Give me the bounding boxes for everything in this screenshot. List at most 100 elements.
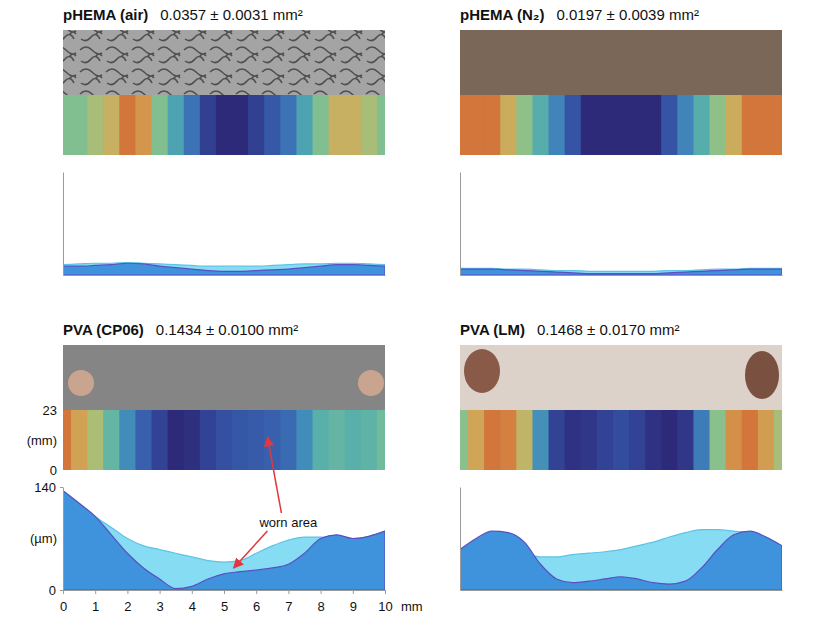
photo [63, 345, 385, 410]
map-ground [63, 95, 385, 155]
tick-mark [63, 590, 64, 594]
profile-plot [63, 491, 385, 590]
map-stripe [500, 95, 517, 155]
tick-label: 10 [378, 599, 392, 614]
tick-label: 23 [43, 403, 57, 418]
tick-mark [288, 590, 289, 594]
axis-line [64, 275, 386, 276]
map-stripe [484, 95, 501, 155]
tick: 2 [124, 590, 131, 614]
profile-area [63, 491, 385, 590]
map-stripe [135, 95, 152, 155]
map-stripe [597, 95, 614, 155]
map-stripe [500, 410, 517, 470]
map-stripe [468, 410, 485, 470]
profile-area [460, 530, 782, 590]
axis [460, 488, 461, 591]
map-stripe [87, 95, 104, 155]
map-stripe [329, 410, 346, 470]
plot-background [63, 172, 385, 275]
map-stripe [377, 95, 385, 155]
map-stripe [549, 95, 566, 155]
axis-line [461, 590, 783, 591]
map-stripe [135, 410, 152, 470]
photo [460, 30, 782, 95]
map-stripe [758, 95, 775, 155]
tick: 0 [50, 463, 63, 478]
tick: 0 [49, 583, 63, 598]
map-stripe [516, 95, 533, 155]
axis [64, 275, 386, 276]
map-stripe [345, 95, 362, 155]
profile-plot [460, 530, 782, 590]
axis-title: (µm) [30, 531, 57, 546]
map-stripe [248, 410, 265, 470]
map-stripe [484, 410, 501, 470]
height-map [63, 95, 385, 155]
map-stripe [661, 410, 678, 470]
panel-subtitle: 0.0197 ± 0.0039 mm² [556, 6, 698, 23]
tick: 4 [189, 590, 196, 614]
map-stripe [184, 95, 201, 155]
map-stripe [710, 95, 727, 155]
annotation: worn area [258, 515, 318, 530]
map-stripe [200, 410, 217, 470]
map-stripe [613, 95, 630, 155]
map-ground [460, 95, 782, 155]
map-stripe [329, 95, 346, 155]
panel-subtitle: 0.1434 ± 0.0100 mm² [156, 321, 298, 338]
map-stripe [677, 410, 694, 470]
tick-mark [385, 590, 386, 594]
tick-label: 7 [285, 599, 292, 614]
map-stripe [313, 95, 330, 155]
axis-title: mm [401, 599, 423, 614]
map-stripe [119, 410, 136, 470]
tick-label: 8 [317, 599, 324, 614]
tick-label: 3 [156, 599, 163, 614]
profile-area [63, 262, 385, 275]
map-stripe [313, 410, 330, 470]
tick-label: 140 [34, 480, 56, 495]
tick: 5 [221, 590, 228, 614]
axis-line [63, 411, 64, 471]
map-stripe [296, 410, 313, 470]
height-map [460, 95, 782, 155]
panel-subtitle: 0.1468 ± 0.0170 mm² [537, 321, 679, 338]
tick-label: 0 [50, 463, 57, 478]
tick-label: 0 [49, 583, 56, 598]
map-ground [63, 410, 385, 470]
map-stripe [565, 410, 582, 470]
photo [460, 345, 782, 410]
axis-line [460, 488, 461, 591]
axis-line [460, 173, 461, 276]
height-map [460, 410, 782, 470]
map-stripe [280, 410, 297, 470]
photo-spot [745, 351, 779, 399]
map-stripe [200, 95, 217, 155]
map-stripe [168, 95, 185, 155]
tick: 140 [34, 480, 63, 495]
plot-background [460, 487, 782, 590]
map-stripe [216, 410, 233, 470]
map-stripe [248, 95, 265, 155]
map-stripe [645, 410, 662, 470]
map-stripe [119, 95, 136, 155]
tick-label: 9 [350, 599, 357, 614]
profile-area [460, 269, 782, 275]
map-stripe [71, 410, 88, 470]
panel: pHEMA (air)0.0357 ± 0.0031 mm² [63, 6, 386, 276]
map-stripe [460, 410, 469, 470]
panel: PVA (CP06)0.1434 ± 0.0100 mm²023(mm)0140… [27, 321, 423, 614]
panel-title: pHEMA (N₂) [460, 6, 544, 23]
map-stripe [184, 410, 201, 470]
profile-plot [460, 268, 782, 275]
tick-mark [353, 590, 354, 594]
map-stripe [152, 410, 169, 470]
map-stripe [742, 95, 759, 155]
tick-label: 5 [221, 599, 228, 614]
map-stripe [468, 95, 485, 155]
map-stripe [168, 410, 185, 470]
map-stripe [63, 410, 72, 470]
tick: 3 [156, 590, 163, 614]
map-stripe [693, 410, 710, 470]
